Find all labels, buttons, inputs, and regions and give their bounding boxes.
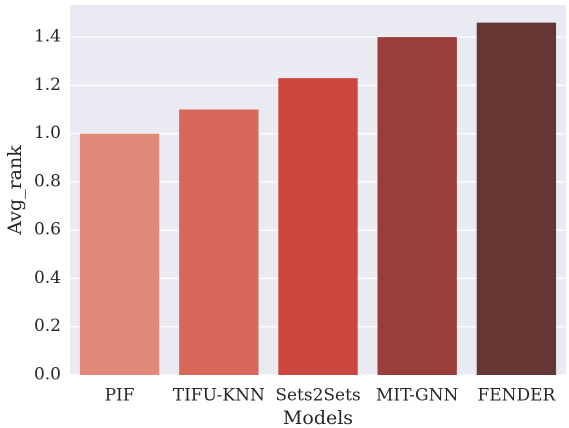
bar: [79, 133, 160, 375]
y-tick-label: 0.6: [34, 220, 61, 240]
x-tick-label: FENDER: [477, 386, 556, 406]
x-tick-label: PIF: [105, 386, 135, 406]
bar: [179, 109, 259, 375]
x-tick-label: Sets2Sets: [275, 386, 360, 406]
y-tick-label: 0.8: [34, 171, 61, 191]
bar: [278, 78, 358, 376]
y-tick-label: 0.2: [34, 316, 61, 336]
y-tick-label: 0.0: [34, 365, 61, 385]
y-tick-label: 1.0: [34, 123, 61, 143]
y-tick-label: 1.2: [34, 75, 61, 95]
bar: [476, 22, 557, 375]
bar: [377, 37, 457, 375]
x-tick-label: MIT-GNN: [376, 386, 458, 406]
x-tick-label: TIFU-KNN: [173, 386, 265, 406]
y-tick-label: 1.4: [34, 27, 61, 47]
y-tick-label: 0.4: [34, 268, 61, 288]
y-axis-label: Avg_rank: [4, 145, 26, 236]
x-axis-label: Models: [283, 407, 353, 428]
